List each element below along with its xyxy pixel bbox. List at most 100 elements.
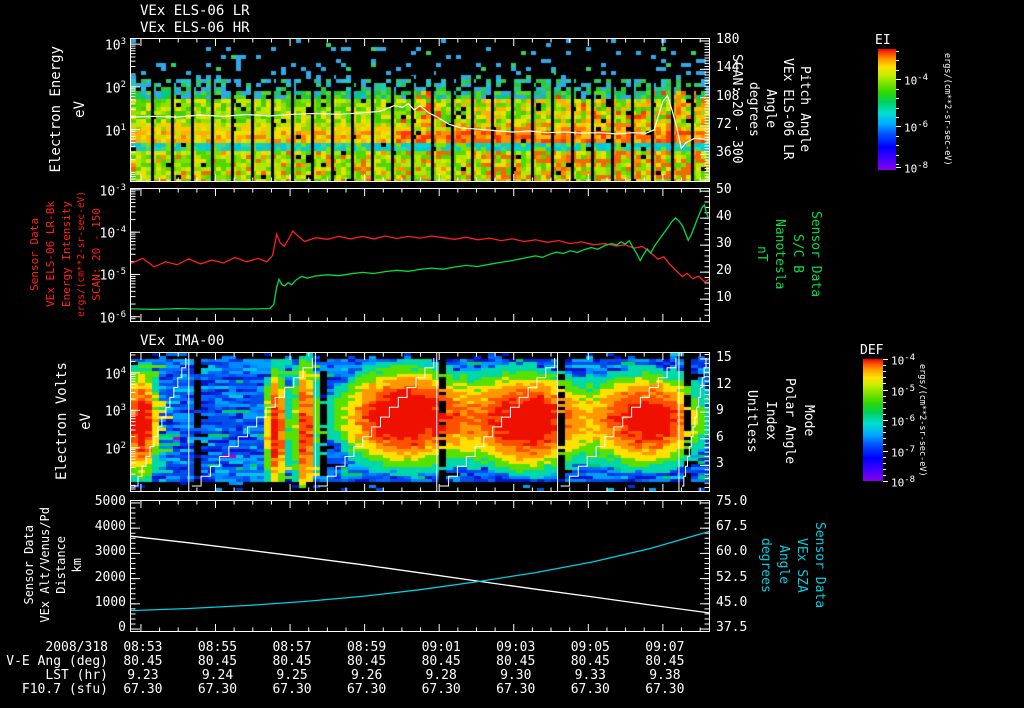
ei-colorbar-minortick (896, 69, 899, 71)
ima-spectrogram-left-tick-label: 102 (104, 440, 126, 458)
ephemeris-left-tick-label: 1000 (94, 594, 126, 610)
def-colorbar-minortick (883, 450, 886, 452)
ephemeris-right-tick-label: 60.0 (716, 544, 748, 560)
ima-spectrogram-left-tick-label: 104 (104, 365, 126, 383)
intensity-left-label: Sensor Data VEx ELS-06 LR-Bk Energy Intens… (28, 186, 103, 322)
energy-intensity-and-b-left-tick-label: 10-6 (99, 309, 127, 327)
els-spectrogram-panel (130, 38, 710, 182)
ima-spectrogram-right-tick-label: 15 (716, 349, 732, 365)
ei-colorbar-minortick (896, 164, 899, 166)
time-tick-label: 09:07 (645, 640, 685, 655)
intensity-left-label-text: ergs/(cm**2-sr-sec-eV) (76, 191, 87, 317)
intensity-left-label-text: Energy Intensity (60, 201, 73, 307)
els-spectrogram-right-tick-label: 180 (716, 31, 740, 47)
ephemeris-right-tick-label: 67.5 (716, 519, 748, 535)
ei-colorbar-minortick (896, 79, 899, 81)
footer-row-label: 2008/318 (45, 640, 108, 655)
def-colorbar-minortick (883, 377, 886, 379)
els-right-label-text: Pitch Angle (797, 65, 812, 153)
footer-row-label: F10.7 (sfu) (21, 682, 108, 697)
left-axis-ticks (131, 43, 140, 180)
ei-colorbar-minortick (896, 145, 899, 147)
pitch-angle-overlay-line (131, 94, 709, 150)
def-colorbar-units-text: ergs/(cm**2-sr-sec-eV) (917, 363, 927, 477)
time-tick-label: 08:53 (123, 640, 163, 655)
time-axis-ticks (140, 501, 701, 631)
els-ylabel-text: Electron Energy (48, 45, 64, 173)
els-title-hr: VEx ELS-06 HR (140, 20, 250, 36)
ephemeris-left-tick-label: 3000 (94, 544, 126, 560)
time-tick-label: 08:59 (347, 640, 387, 655)
ima-sweep-overlay (134, 353, 707, 491)
ei-colorbar-units-text: ergs/(cm**2-sr-sec-eV) (942, 53, 952, 166)
b-right-label-text: Nanotesla (772, 218, 787, 290)
els-ylabel-text: eV (72, 100, 88, 118)
ei-colorbar-minortick (896, 98, 899, 100)
sza-right-label-text: degrees (758, 537, 773, 593)
els-spectrogram-right-tick-label: 144 (716, 60, 740, 76)
ima-spectrogram-left-tick-label: 103 (104, 403, 126, 420)
def-colorbar-minortick (883, 407, 886, 409)
footer-value: 67.30 (347, 682, 387, 697)
energy-intensity-and-b-left-tick-label: 10-5 (99, 267, 127, 284)
b-right-label-text: S/C B (790, 234, 805, 274)
intensity-left-label-text: Sensor Data (28, 217, 41, 291)
ei-colorbar (878, 49, 896, 170)
def-colorbar-minortick (883, 389, 886, 391)
els-spectrogram-right-tick-label: 72 (716, 117, 732, 133)
energy-intensity-and-b-right-tick-label: 40 (716, 209, 732, 225)
def-colorbar-gradient (863, 359, 883, 481)
b-right-label-text: nT (754, 246, 769, 262)
ima-right-label: Unitless Index Polar Angle Mode (744, 352, 816, 490)
def-colorbar-minortick (883, 438, 886, 440)
footer-value: 80.45 (123, 654, 163, 669)
ephemeris-right-tick-label: 37.5 (716, 620, 748, 636)
def-colorbar-minortick (883, 371, 886, 373)
els-right-label-text: degrees (746, 81, 761, 137)
def-colorbar-minortick (883, 468, 886, 470)
time-tick-label: 08:57 (272, 640, 312, 655)
ei-colorbar-minortick (896, 117, 899, 118)
def-colorbar-tick (883, 359, 888, 360)
def-colorbar-minortick (883, 401, 886, 403)
footer-value: 67.30 (570, 682, 610, 697)
ima-right-label-text: Index (763, 401, 778, 441)
ei-colorbar-minortick (896, 154, 899, 156)
def-colorbar (863, 359, 883, 481)
els-spectrogram-left-tick-label: 102 (104, 79, 126, 97)
energy-intensity-and-b-right-tick-label: 10 (716, 290, 732, 306)
footer-value: 80.45 (421, 654, 461, 669)
footer-value: 9.26 (350, 668, 383, 683)
ima-overlay (131, 353, 709, 491)
ima-spectrogram-right-tick-label: 12 (716, 376, 732, 392)
def-colorbar-minortick (883, 365, 886, 367)
els-right-label-text: SCAN: 20 - 300 (729, 54, 744, 164)
footer-value: 67.30 (197, 682, 238, 697)
right-axis-ticks (700, 190, 709, 316)
els-spectrogram-left-tick-label: 103 (104, 37, 126, 54)
footer-value: 9.38 (649, 668, 681, 683)
ei-colorbar-minortick (896, 88, 899, 90)
footer-value: 67.30 (496, 682, 536, 697)
footer-value: 67.30 (123, 682, 163, 697)
def-colorbar-units: ergs/(cm**2-sr-sec-eV) (917, 359, 927, 481)
right-axis-ticks (700, 502, 709, 630)
ephemeris-right-tick-label: 45.0 (716, 594, 748, 610)
def-colorbar-minortick (883, 474, 886, 476)
intensity-left-label-text: SCAN: 20 - 150 (90, 207, 103, 301)
ima-right-label-text: Mode (801, 405, 816, 437)
time-axis-ticks (140, 39, 701, 181)
els-title-lr: VEx ELS-06 LR (140, 3, 250, 19)
energy-intensity-and-b-right-tick-label: 30 (716, 236, 732, 252)
ima-ylabel-text: Electron Volts (54, 361, 70, 480)
sza-right-label: degrees Angle VEx SZA Sensor Data (758, 500, 827, 630)
ei-colorbar-minortick (896, 135, 899, 137)
footer-value: 9.24 (201, 668, 234, 683)
def-colorbar-tick-label: 10-6 (891, 414, 916, 429)
ephemeris-left-label-text: VEx Alt/Venus/Pd (38, 507, 52, 623)
ei-colorbar-units: ergs/(cm**2-sr-sec-eV) (942, 49, 952, 170)
def-colorbar-tick-label: 10-4 (891, 353, 916, 368)
ei-colorbar-minortick (896, 50, 899, 52)
ephemeris-plot (131, 501, 709, 631)
time-tick-label: 09:03 (496, 640, 536, 655)
